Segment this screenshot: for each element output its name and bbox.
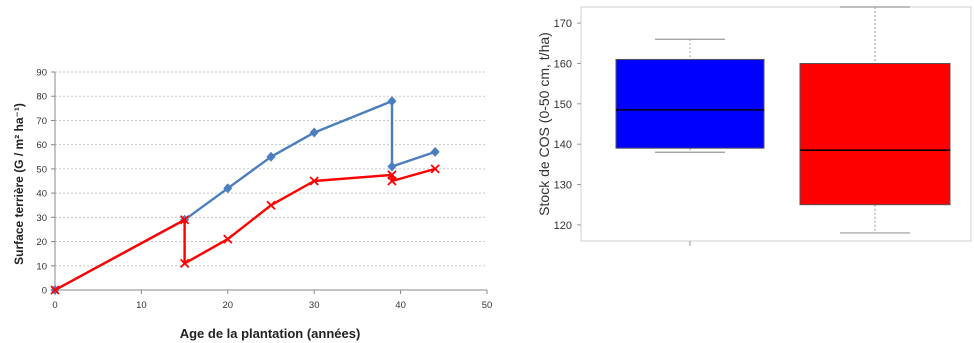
x-axis-label: Age de la plantation (années): [180, 326, 361, 341]
plot-frame: [580, 6, 972, 242]
basal-area-line-chart: 0 10 20 30 40 50 60 70 80 90 0 10 20 30 40 50 Age de l…: [12, 68, 492, 342]
y-tick-label: 10: [36, 261, 47, 272]
y-tick-label: 90: [36, 68, 47, 79]
y-tick-label: 40: [36, 189, 47, 200]
y-axis-label: Stock de COS (0-50 cm, t/ha): [536, 32, 552, 216]
series-group: [50, 96, 440, 295]
y-tick-label: 20: [36, 237, 47, 248]
y-tick-label: 170: [554, 18, 572, 30]
data-point: [266, 200, 276, 210]
data-point: [387, 161, 397, 172]
data-point: [223, 234, 233, 244]
data-point: [50, 285, 60, 295]
iqr-box: [615, 58, 765, 149]
x-tick-label: 0: [52, 300, 57, 311]
y-tick-label: 140: [554, 139, 572, 151]
y-tick-label: 60: [36, 140, 47, 151]
data-point: [430, 146, 440, 157]
y-axis-label: Surface terrière (G / m² ha⁻¹): [12, 103, 26, 265]
iqr-box: [799, 62, 951, 206]
x-tick-labels: 0 10 20 30 40 50: [52, 290, 492, 311]
data-point: [266, 151, 276, 162]
x-tick-label: 20: [223, 300, 234, 311]
y-tick-label: 0: [42, 286, 47, 297]
y-tick-label: 80: [36, 92, 47, 103]
series-0: [50, 96, 440, 295]
y-tick-label: 120: [554, 220, 572, 232]
y-tick-labels: 0 10 20 30 40 50 60 70 80 90: [36, 68, 55, 297]
grid-lines: [55, 71, 487, 267]
y-tick-label: 130: [554, 180, 572, 192]
series-line: [54, 99, 436, 292]
x-tick-label: 30: [309, 300, 320, 311]
box-0: [615, 38, 765, 153]
series-1: [50, 164, 440, 295]
x-tick-label: 50: [482, 300, 493, 311]
data-point: [223, 183, 233, 194]
data-point: [179, 258, 190, 268]
data-point: [430, 164, 440, 174]
series-line: [54, 167, 436, 292]
data-point: [179, 215, 190, 225]
y-tick-label: 150: [554, 99, 572, 111]
y-tick-labels: 120 130 140 150 160 170: [554, 18, 581, 232]
data-point: [309, 176, 319, 186]
data-point: [387, 96, 397, 107]
x-tick-label: 40: [395, 300, 406, 311]
axes: [54, 72, 487, 291]
y-tick-label: 30: [36, 213, 47, 224]
y-tick-label: 70: [36, 116, 47, 127]
box-group: [615, 6, 951, 234]
y-tick-label: 160: [554, 58, 572, 70]
y-tick-label: 50: [36, 164, 47, 175]
x-tick-label: 10: [136, 300, 147, 311]
box-1: [799, 6, 951, 234]
data-point: [387, 176, 397, 186]
data-point: [309, 127, 319, 138]
